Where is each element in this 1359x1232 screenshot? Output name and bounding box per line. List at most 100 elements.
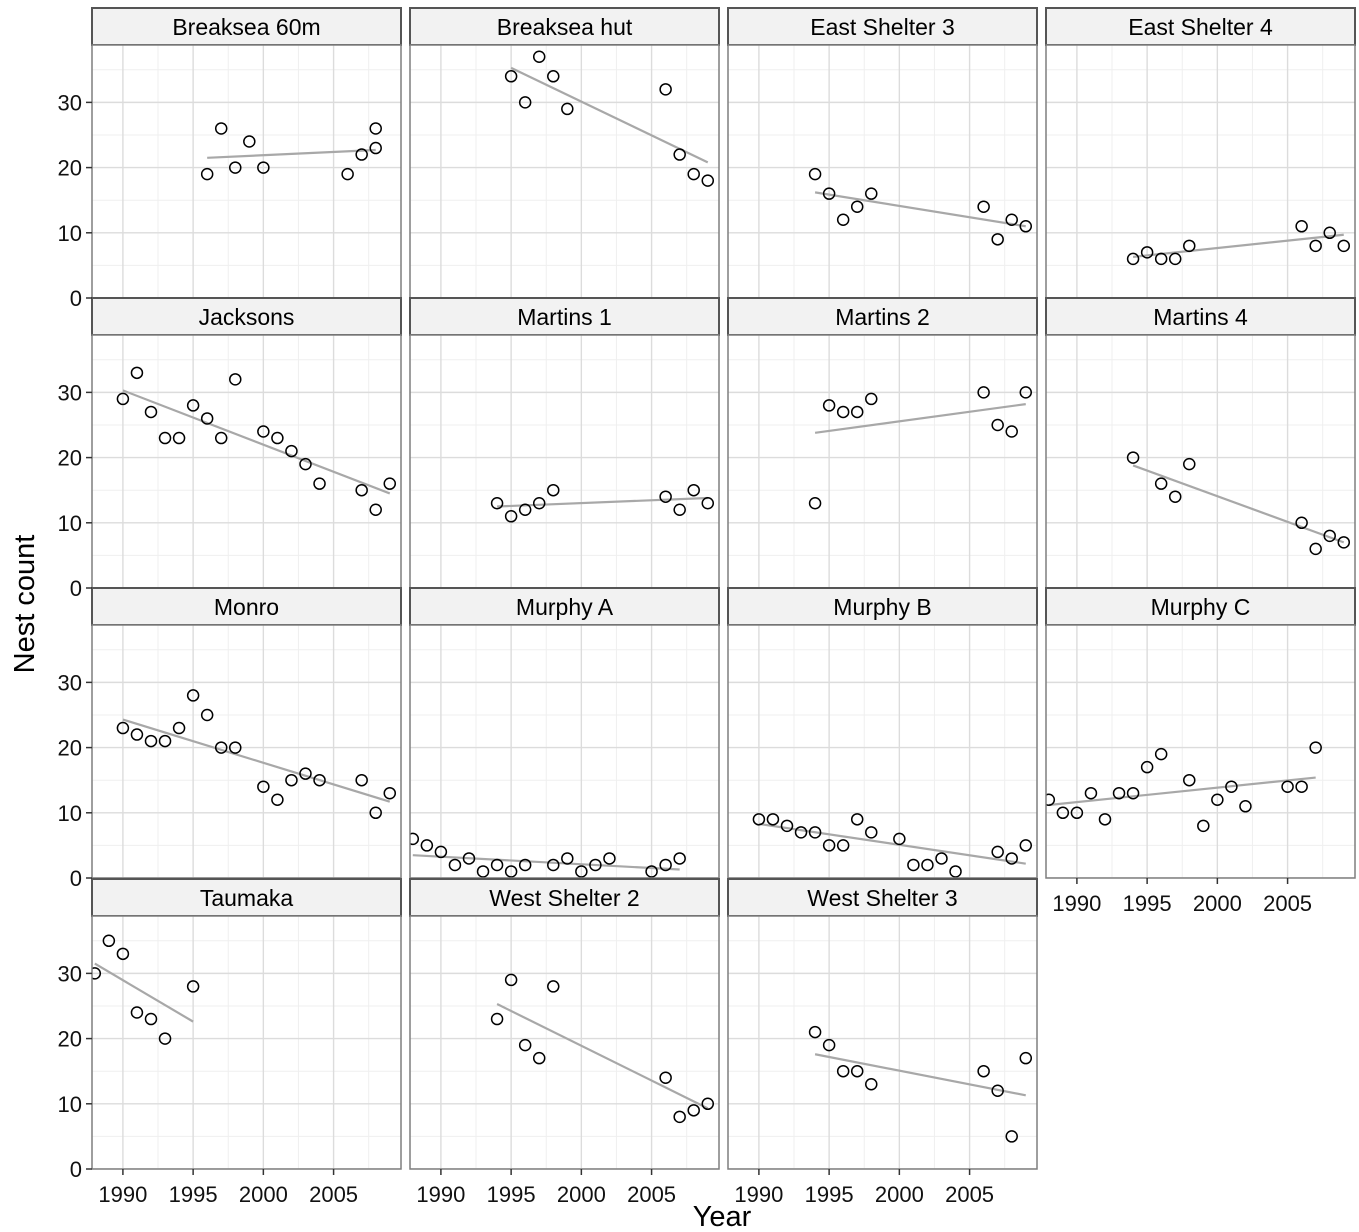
trend-line [94, 962, 194, 1023]
x-tick-label: 1990 [1052, 891, 1101, 916]
data-point [547, 858, 560, 872]
facet-panel: Martins 4 [1045, 297, 1356, 589]
data-point [836, 213, 850, 227]
data-point [1126, 252, 1140, 266]
data-point [229, 373, 242, 386]
data-point [490, 496, 504, 510]
x-axis: 1990 1995 2000 2005 1990 1995 2000 2005 1990 1995… [98, 878, 1312, 1207]
data-point [518, 503, 532, 517]
data-point [1019, 386, 1033, 399]
data-point [1056, 806, 1070, 820]
data-point [1154, 477, 1168, 490]
facet-panel: Jacksons [91, 297, 402, 589]
facet-panel: Taumaka [91, 878, 402, 1170]
data-point [659, 1071, 672, 1084]
data-point [865, 392, 878, 406]
data-point [850, 405, 864, 419]
x-tick-label: 2005 [309, 1182, 358, 1207]
data-point [1309, 741, 1322, 754]
panel-background [410, 625, 719, 878]
facet-panel: West Shelter 3 [727, 878, 1038, 1170]
data-point [701, 1097, 715, 1111]
data-point [144, 1012, 158, 1026]
data-point [1239, 800, 1252, 813]
data-point [1183, 773, 1196, 787]
data-point [1323, 529, 1336, 543]
panel-border [91, 915, 402, 1170]
data-point [977, 386, 990, 399]
data-point [1168, 490, 1182, 503]
data-point [355, 483, 368, 497]
trend-line [122, 718, 391, 803]
panel-background [1046, 335, 1355, 588]
data-point [659, 858, 672, 872]
data-point [299, 767, 312, 780]
x-tick-label: 1990 [416, 1182, 465, 1207]
data-point [977, 1064, 990, 1078]
data-point [214, 741, 228, 754]
data-point [518, 96, 532, 109]
data-point [383, 477, 397, 490]
y-axis: 0 10 20 30 0 10 20 30 0 10 20 30 0 10 20 30 [58, 90, 92, 1182]
panel-border [409, 915, 720, 1170]
data-point [1019, 220, 1033, 233]
data-point [822, 839, 836, 852]
facet-panels: Breaksea 60m Breaksea hut East Shelter 3 Ea… [91, 7, 1356, 1170]
x-tick-label: 1990 [734, 1182, 783, 1207]
facet-panel: West Shelter 2 [409, 878, 720, 1170]
data-point [1019, 1051, 1033, 1065]
data-point [850, 200, 864, 213]
y-tick-label: 10 [58, 801, 82, 826]
data-point [1154, 252, 1168, 266]
data-point [448, 858, 462, 872]
data-point [673, 852, 686, 865]
data-point [589, 858, 602, 872]
y-tick-label: 20 [58, 156, 82, 181]
data-point [1084, 786, 1098, 800]
data-point [752, 813, 766, 826]
y-tick-label: 30 [58, 380, 82, 405]
data-point [1197, 819, 1210, 833]
data-point [1098, 813, 1112, 826]
data-point [547, 483, 560, 497]
panel-background [92, 45, 401, 298]
facet-panel: Martins 2 [727, 297, 1038, 589]
panel-background [92, 625, 401, 878]
data-point [271, 793, 284, 807]
data-point [1309, 542, 1322, 556]
data-point [257, 780, 270, 793]
data-point [1323, 226, 1336, 240]
data-point [420, 839, 434, 852]
data-point [893, 832, 906, 846]
data-point [116, 721, 130, 735]
data-point [1046, 793, 1056, 807]
data-point [1005, 213, 1018, 227]
data-point [369, 806, 382, 820]
y-tick-label: 20 [58, 446, 82, 471]
facet-strip-label: West Shelter 3 [807, 885, 957, 911]
data-point [822, 399, 836, 412]
data-point [991, 233, 1004, 246]
y-tick-label: 0 [70, 576, 82, 601]
data-point [561, 102, 574, 116]
facet-panel: Monro [91, 587, 402, 879]
facet-strip-label: West Shelter 2 [489, 885, 639, 911]
data-point [130, 1006, 144, 1019]
data-point [1211, 793, 1224, 807]
data-point [673, 148, 686, 161]
data-point [518, 858, 532, 872]
data-point [313, 773, 326, 787]
data-point [102, 934, 116, 948]
data-point [1112, 786, 1126, 800]
data-point [355, 148, 368, 161]
data-point [410, 832, 420, 846]
data-point [116, 392, 130, 406]
data-point [504, 510, 518, 523]
trend-line [122, 389, 391, 495]
data-point [850, 813, 864, 826]
data-point [808, 167, 822, 181]
panel-background [728, 625, 1037, 878]
data-point [299, 457, 312, 471]
facet-strip [727, 878, 1038, 917]
trend-line [1132, 233, 1344, 259]
